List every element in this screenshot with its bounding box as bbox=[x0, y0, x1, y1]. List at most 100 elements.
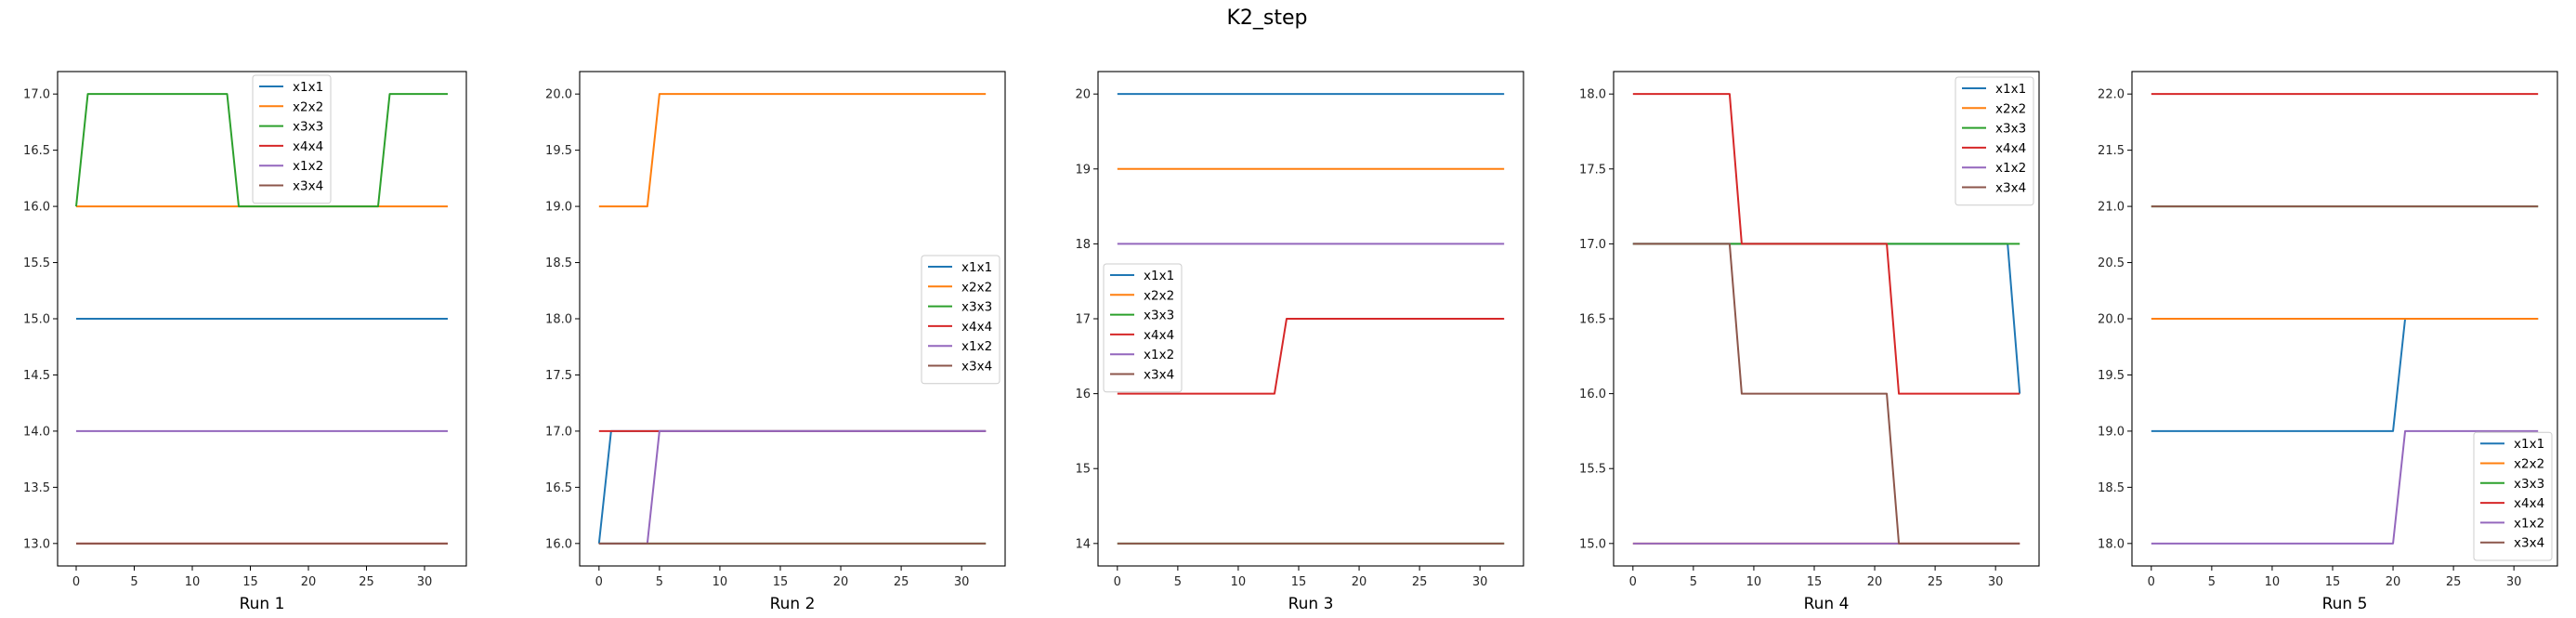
x-tick-label: 0 bbox=[1629, 575, 1637, 589]
x-tick-label: 10 bbox=[713, 575, 728, 589]
x-tick-label: 30 bbox=[2506, 575, 2522, 589]
legend-label: x2x2 bbox=[1144, 288, 1174, 303]
legend-label: x3x4 bbox=[961, 360, 992, 375]
series-line-x1x2 bbox=[598, 429, 987, 545]
legend-label: x3x3 bbox=[2514, 477, 2544, 492]
y-tick-label: 16.5 bbox=[1579, 313, 1606, 327]
y-tick-label: 17.0 bbox=[23, 88, 50, 102]
y-tick-label: 16.0 bbox=[1579, 388, 1606, 401]
y-tick-label: 17.5 bbox=[545, 369, 572, 383]
legend-label: x4x4 bbox=[961, 320, 992, 335]
x-axis-label: Run 2 bbox=[770, 595, 816, 613]
x-tick-label: 5 bbox=[656, 575, 663, 589]
x-tick-label: 25 bbox=[894, 575, 909, 589]
series-lines bbox=[1632, 93, 2021, 545]
y-tick-label: 21.0 bbox=[2098, 201, 2125, 215]
x-tick-label: 30 bbox=[954, 575, 970, 589]
legend-label: x4x4 bbox=[293, 139, 323, 154]
subplot-grid: 0 5 10 15 20 25 30 13.0 13.5 14.0 14.5 15.0 15.5 16.0… bbox=[23, 71, 2558, 613]
legend-label: x4x4 bbox=[1144, 328, 1174, 343]
x-tick-label: 0 bbox=[2148, 575, 2155, 589]
legend-label: x1x1 bbox=[961, 260, 992, 275]
y-tick-label: 16 bbox=[1075, 388, 1091, 401]
y-tick-label: 20.0 bbox=[545, 88, 572, 102]
y-tick-label: 14.5 bbox=[23, 369, 50, 383]
legend-label: x4x4 bbox=[1995, 141, 2026, 156]
y-tick-label: 13.5 bbox=[23, 481, 50, 495]
legend-label: x1x1 bbox=[1995, 82, 2026, 97]
y-tick-label: 18 bbox=[1075, 238, 1091, 252]
x-tick-label: 0 bbox=[595, 575, 603, 589]
x-tick-label: 30 bbox=[1988, 575, 2004, 589]
y-tick-label: 18.5 bbox=[545, 256, 572, 270]
y-tick-label: 18.0 bbox=[1579, 88, 1606, 102]
legend-label: x1x2 bbox=[1144, 348, 1174, 362]
x-tick-label: 25 bbox=[1928, 575, 1943, 589]
x-tick-label: 10 bbox=[185, 575, 201, 589]
x-tick-label: 20 bbox=[1867, 575, 1883, 589]
y-tick-label: 15.5 bbox=[1579, 463, 1606, 477]
y-tick-label: 15.0 bbox=[23, 313, 50, 327]
x-tick-label: 30 bbox=[417, 575, 433, 589]
legend-box bbox=[2473, 431, 2553, 561]
legend-box bbox=[1103, 263, 1183, 393]
y-tick-label: 16.0 bbox=[545, 537, 572, 551]
legend-label: x3x4 bbox=[2514, 536, 2544, 551]
series-lines bbox=[597, 93, 987, 545]
legend-label: x4x4 bbox=[2514, 496, 2544, 511]
x-axis-label: Run 3 bbox=[1288, 595, 1334, 613]
x-tick-label: 5 bbox=[1174, 575, 1182, 589]
y-tick-label: 13.0 bbox=[23, 537, 50, 551]
subplot-4: 0 5 10 15 20 25 30 15.0 15.5 16.0 16.5 17.0 17.5 18.0… bbox=[1579, 71, 2040, 613]
legend-label: x2x2 bbox=[961, 280, 992, 295]
legend-label: x3x4 bbox=[1995, 181, 2026, 196]
subplot-1: 0 5 10 15 20 25 30 13.0 13.5 14.0 14.5 15.0 15.5 16.0… bbox=[23, 71, 467, 613]
series-line-x1x2 bbox=[2151, 429, 2539, 545]
x-tick-label: 15 bbox=[1807, 575, 1823, 589]
series-line-x4x4 bbox=[1117, 318, 1505, 395]
legend-label: x3x3 bbox=[961, 300, 992, 315]
x-tick-label: 15 bbox=[2325, 575, 2341, 589]
x-tick-label: 15 bbox=[1291, 575, 1307, 589]
x-tick-label: 30 bbox=[1472, 575, 1488, 589]
series-line-x1x1 bbox=[1632, 243, 2021, 394]
x-tick-label: 25 bbox=[1412, 575, 1428, 589]
legend-label: x1x1 bbox=[1144, 269, 1174, 283]
legend-label: x1x2 bbox=[293, 159, 323, 174]
legend: x1x1 x2x2 x3x3 x4x4 x1x2 x3x4 bbox=[1103, 263, 1183, 393]
y-tick-label: 16.5 bbox=[545, 481, 572, 495]
legend: x1x1 x2x2 x3x3 x4x4 x1x2 x3x4 bbox=[2473, 431, 2553, 561]
x-tick-label: 10 bbox=[2265, 575, 2281, 589]
series-line-x2x2 bbox=[598, 93, 987, 208]
x-tick-label: 10 bbox=[1746, 575, 1762, 589]
x-tick-label: 5 bbox=[1690, 575, 1697, 589]
y-tick-label: 14 bbox=[1075, 537, 1091, 551]
y-tick-label: 15.0 bbox=[1579, 537, 1606, 551]
y-tick-label: 20.5 bbox=[2098, 256, 2125, 270]
legend: x1x1 x2x2 x3x3 x4x4 x1x2 x3x4 bbox=[1955, 76, 2034, 206]
y-tick-label: 19 bbox=[1075, 163, 1091, 177]
y-tick-label: 19.5 bbox=[2098, 369, 2125, 383]
x-tick-label: 10 bbox=[1231, 575, 1247, 589]
series-line-x3x4 bbox=[1632, 243, 2020, 545]
y-tick-label: 16.0 bbox=[23, 201, 50, 215]
legend-label: x3x3 bbox=[1144, 309, 1174, 323]
legend-label: x1x1 bbox=[2514, 437, 2544, 452]
legend-label: x1x2 bbox=[1995, 161, 2026, 176]
legend-label: x3x4 bbox=[293, 179, 323, 194]
y-tick-label: 16.5 bbox=[23, 144, 50, 158]
y-tick-label: 17.0 bbox=[1579, 238, 1606, 252]
y-tick-label: 19.0 bbox=[2098, 425, 2125, 439]
x-tick-label: 15 bbox=[242, 575, 258, 589]
series-lines bbox=[2151, 93, 2539, 545]
figure-title: K2_step bbox=[1226, 7, 1307, 30]
y-tick-label: 17.5 bbox=[1579, 163, 1606, 177]
series-line-x4x4 bbox=[1632, 93, 2020, 395]
x-tick-label: 20 bbox=[301, 575, 317, 589]
y-tick-label: 18.0 bbox=[2098, 537, 2125, 551]
y-tick-label: 17.0 bbox=[545, 425, 572, 439]
legend-box bbox=[252, 74, 332, 204]
x-tick-label: 0 bbox=[1114, 575, 1121, 589]
y-tick-label: 15.5 bbox=[23, 256, 50, 270]
